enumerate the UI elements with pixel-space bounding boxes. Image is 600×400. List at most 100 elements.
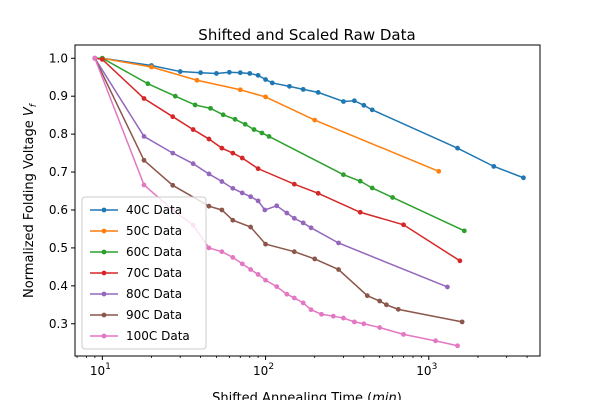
data-point: [99, 57, 105, 62]
data-point: [384, 302, 389, 308]
data-point: [239, 190, 245, 196]
data-point: [291, 215, 297, 221]
legend-entry: 90C Data: [126, 308, 182, 322]
data-point: [263, 94, 268, 100]
x-tick-label: 101: [90, 362, 111, 378]
data-point: [357, 178, 363, 184]
data-point: [198, 70, 204, 76]
data-point: [190, 127, 196, 132]
data-point: [459, 319, 465, 325]
data-point: [170, 114, 176, 120]
data-point: [455, 145, 460, 151]
data-point: [319, 311, 324, 317]
data-point: [242, 121, 248, 127]
x-axis-title-close: ): [397, 391, 402, 400]
data-point: [269, 80, 275, 86]
data-point: [263, 277, 268, 283]
data-point: [190, 161, 196, 167]
data-point: [461, 228, 467, 234]
y-tick-label: 0.7: [49, 165, 68, 179]
x-tick-label-base: 10: [90, 364, 105, 378]
y-tick-label: 0.5: [49, 241, 68, 255]
data-point: [312, 256, 318, 262]
legend-swatch-marker: [101, 207, 107, 213]
data-point: [330, 313, 336, 319]
data-point: [255, 72, 261, 78]
x-tick-label-exponent: 3: [432, 362, 438, 372]
series-line: [94, 57, 439, 172]
legend-entry: 70C Data: [126, 266, 182, 280]
data-point: [230, 254, 236, 260]
legend-swatch-marker: [101, 291, 107, 297]
data-point: [141, 96, 147, 101]
y-tick-label: 0.4: [49, 279, 68, 293]
y-tick-label: 0.9: [49, 89, 68, 103]
data-point: [369, 107, 375, 113]
data-point: [444, 284, 450, 290]
data-point: [170, 182, 176, 188]
x-tick-label-base: 10: [253, 364, 268, 378]
data-point: [300, 220, 306, 226]
data-point: [192, 102, 198, 108]
data-point: [336, 267, 341, 272]
plot-area: [74, 44, 541, 357]
series-90c-data: [92, 55, 465, 325]
data-point: [357, 209, 363, 215]
data-point: [390, 195, 395, 200]
data-point: [308, 307, 314, 313]
data-point: [361, 102, 367, 108]
data-point: [172, 93, 178, 99]
legend-swatch-marker: [101, 249, 107, 255]
data-point: [300, 86, 306, 92]
data-point: [206, 203, 212, 209]
data-point: [401, 331, 406, 337]
data-point: [237, 70, 243, 76]
data-point: [291, 181, 297, 187]
data-point: [194, 77, 200, 83]
data-point: [226, 69, 232, 75]
data-point: [274, 203, 280, 209]
data-point: [341, 315, 346, 321]
y-axis-title: Normalized Folding Voltage Vf: [22, 102, 39, 298]
data-point: [149, 64, 154, 70]
y-axis-title-symbol: V: [22, 106, 37, 116]
series-70c-data: [92, 55, 463, 264]
data-point: [230, 150, 236, 156]
data-point: [219, 179, 225, 184]
data-point: [262, 207, 268, 213]
legend-swatch-marker: [101, 333, 107, 339]
data-point: [239, 155, 245, 161]
y-tick-label: 1.0: [49, 51, 68, 65]
data-point: [219, 249, 225, 255]
data-point: [521, 175, 526, 181]
y-tick-label: 0.6: [49, 203, 68, 217]
data-point: [251, 127, 257, 132]
y-axis-title-subscript: f: [29, 102, 39, 107]
legend: 40C Data 50C Data 60C Data 70C Data 80C Data…: [81, 196, 207, 350]
data-point: [312, 117, 318, 123]
legend-box: [81, 196, 207, 350]
data-point: [220, 112, 226, 118]
data-point: [291, 249, 297, 255]
x-axis-title: Shifted Annealing Time (min): [212, 391, 402, 400]
data-point: [237, 87, 243, 93]
data-point: [341, 172, 346, 178]
legend-swatch-marker: [101, 312, 107, 318]
data-point: [248, 194, 254, 200]
data-point: [369, 185, 375, 191]
x-axis-title-main: Shifted Annealing Time (: [212, 391, 372, 400]
data-point: [284, 210, 290, 216]
data-point: [377, 298, 383, 304]
data-point: [274, 284, 280, 289]
data-point: [455, 343, 460, 349]
data-point: [248, 267, 254, 272]
legend-swatch-marker: [101, 228, 107, 234]
data-point: [287, 83, 292, 89]
data-point: [364, 293, 370, 299]
data-point: [255, 272, 261, 277]
data-point: [263, 241, 268, 247]
legend-entry: 100C Data: [126, 329, 190, 343]
series-80c-data: [92, 55, 450, 290]
data-point: [361, 321, 367, 327]
